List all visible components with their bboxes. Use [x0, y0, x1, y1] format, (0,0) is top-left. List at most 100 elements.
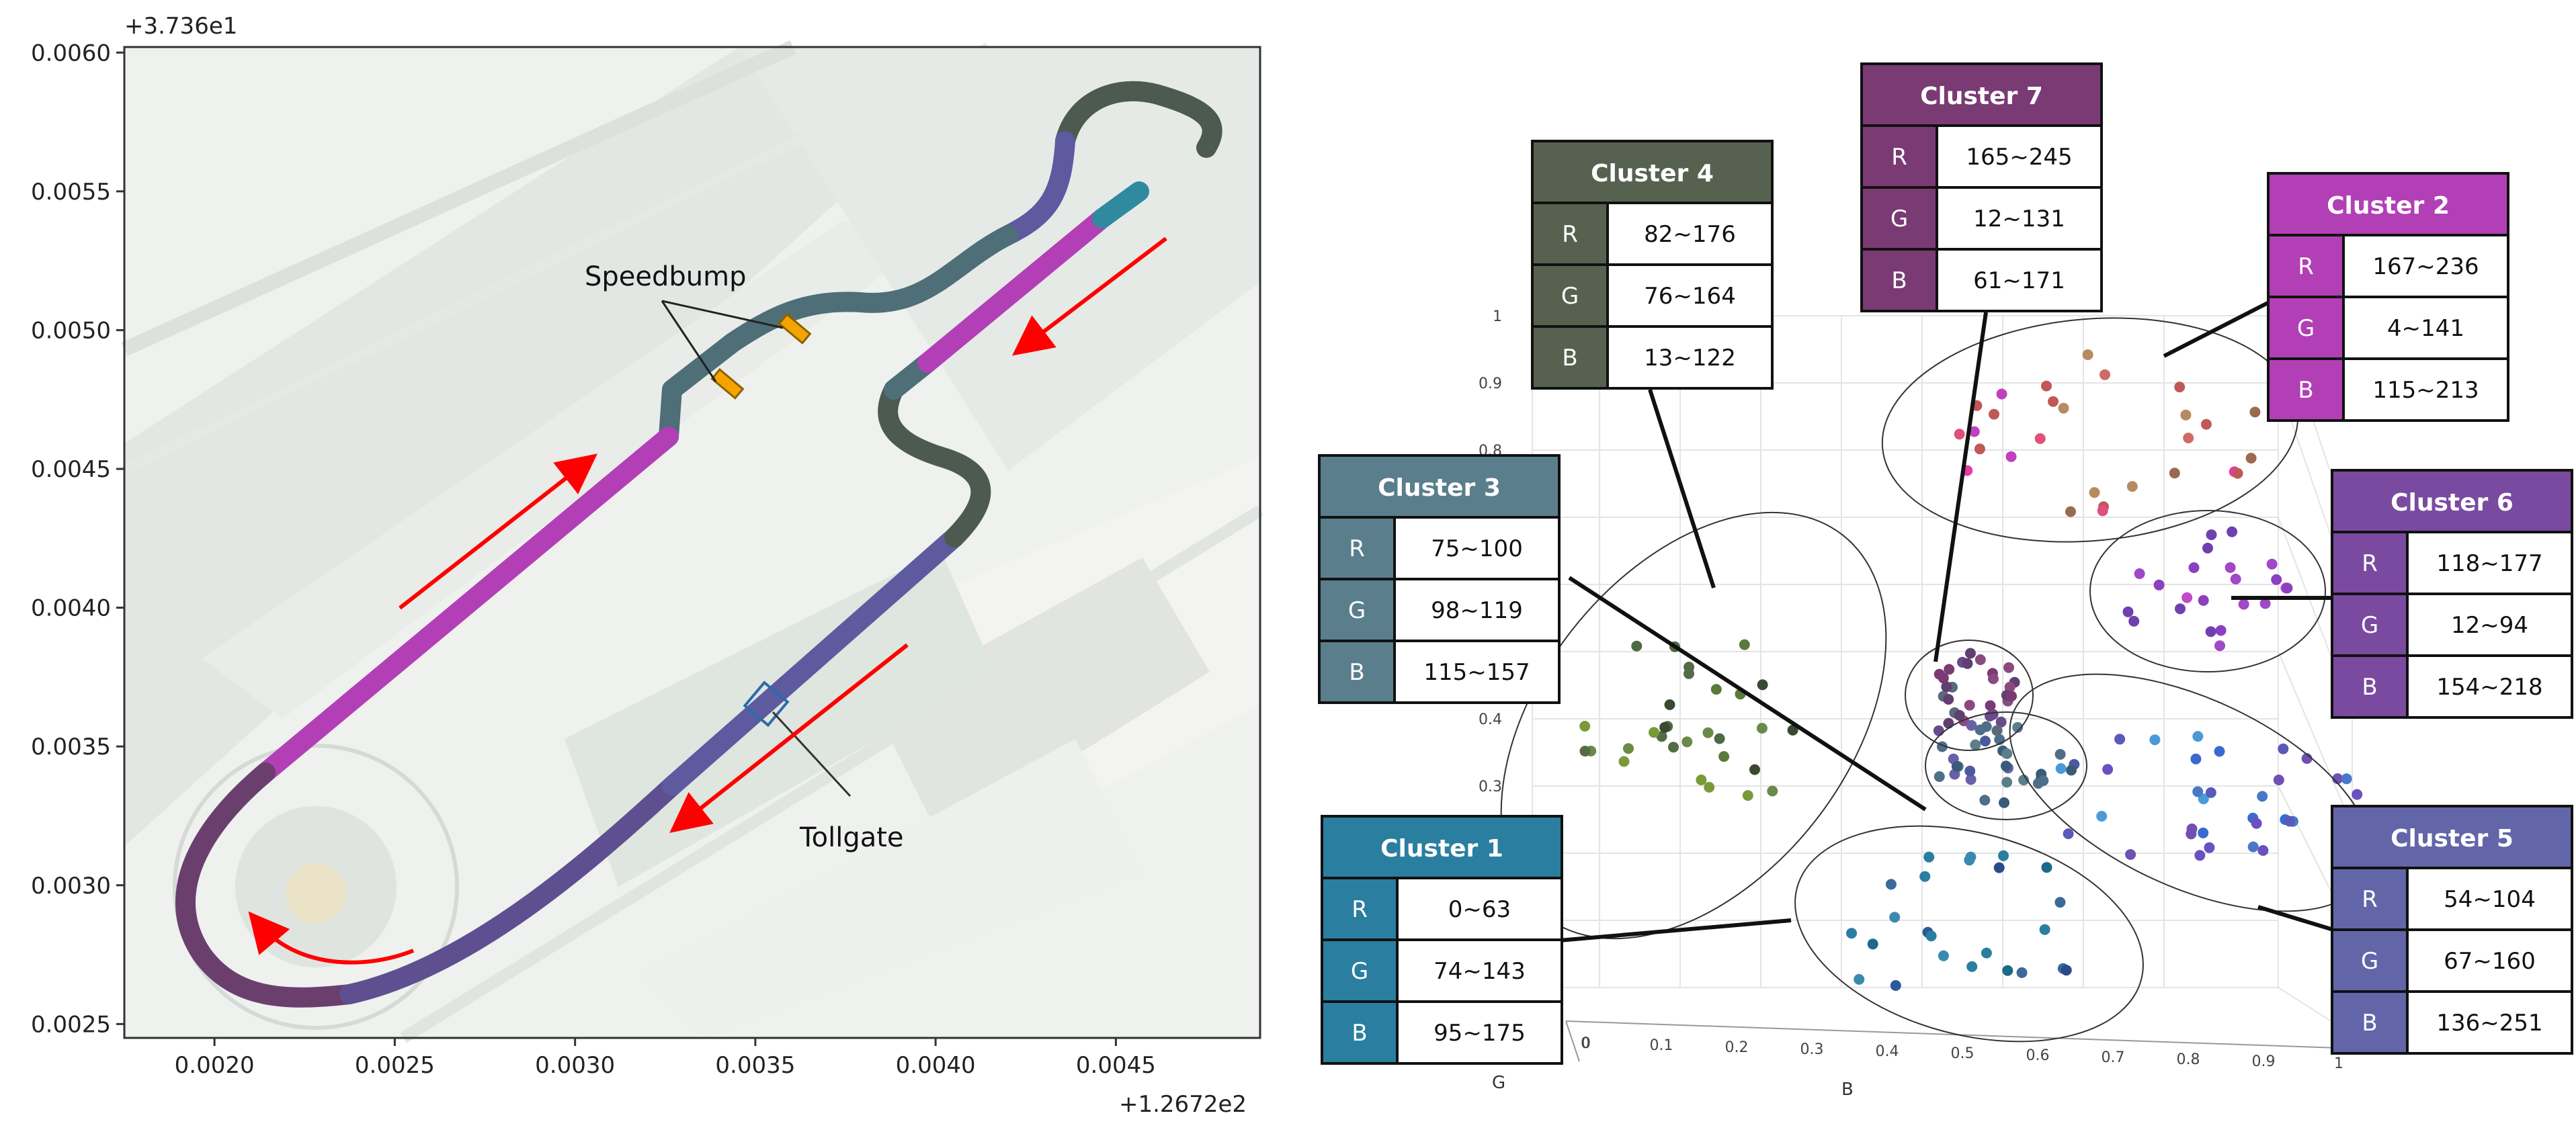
scatter-point	[1966, 719, 1977, 731]
scatter-point	[2183, 433, 2194, 443]
scatter-point	[1944, 664, 1955, 675]
scatter-point	[1987, 673, 1999, 685]
scatter-point	[1623, 743, 1634, 754]
scatter-point	[2058, 402, 2069, 414]
cluster-table-header	[2267, 172, 2509, 236]
x-offset-label: +1.2672e2	[1119, 1091, 1247, 1118]
x-tick-label: 0.0040	[896, 1052, 976, 1079]
scatter-point	[1867, 938, 1878, 950]
channel-range: 75~100	[1431, 535, 1523, 562]
range-cell	[1606, 202, 1774, 266]
g-tick-label: 1	[1493, 308, 1502, 325]
channel-range: 82~176	[1644, 221, 1736, 248]
channel-label: G	[2361, 948, 2378, 975]
scatter-point	[2006, 691, 2017, 702]
ellipse-cluster-3	[1905, 640, 2034, 751]
channel-label: R	[1562, 221, 1578, 248]
left-plot-axes: 0.0020 0.0025 0.0030 0.0035 0.0040 0.0045 0.00…	[31, 40, 1156, 1079]
track-segment-indigo-diag	[662, 527, 964, 796]
b-tick-label: 0.1	[1650, 1037, 1673, 1054]
scatter-point	[2190, 753, 2202, 764]
channel-label-cell	[1860, 124, 1938, 189]
channel-label: B	[2362, 1010, 2377, 1037]
range-cell	[2342, 234, 2509, 298]
scatter-point	[1964, 648, 1976, 659]
cluster-name: Cluster 1	[1380, 835, 1503, 863]
cluster-table-header	[2331, 469, 2573, 533]
scatter-point	[2102, 764, 2114, 775]
cluster-table-3: Cluster 3 R 75~100 G 98~119 B 115~157	[1318, 454, 1561, 704]
scatter-point	[2198, 793, 2209, 805]
range-cell	[1606, 325, 1774, 390]
y-tick-label: 0.0040	[31, 595, 111, 622]
rgb-scatter-points	[1579, 349, 2363, 991]
scatter-point	[2188, 562, 2200, 573]
x-tick-label: 0.0045	[1076, 1052, 1156, 1079]
scatter-point	[2186, 828, 2197, 840]
range-cell	[1936, 248, 2103, 312]
scatter-point	[2266, 558, 2278, 570]
y-offset-label: +3.736e1	[124, 13, 237, 40]
scatter-point	[2174, 382, 2186, 393]
scatter-point	[2257, 791, 2268, 802]
scatter-point	[1702, 727, 1714, 738]
scatter-point	[1710, 684, 1722, 695]
scatter-point	[1933, 725, 1944, 736]
scatter-point	[2245, 453, 2257, 464]
scatter-point	[2089, 487, 2100, 498]
b-tick-label: 0.8	[2177, 1051, 2200, 1068]
scatter-point	[2271, 574, 2282, 585]
scatter-point	[2128, 615, 2140, 627]
ellipse-cluster-1	[1794, 825, 2144, 1043]
leader-cluster-1	[1559, 918, 1792, 943]
scatter-point	[2169, 468, 2180, 479]
channel-label: G	[1351, 958, 1368, 985]
scatter-point	[2063, 828, 2074, 840]
channel-range: 165~245	[1966, 144, 2072, 171]
ellipse-cluster-6	[2089, 510, 2326, 672]
ellipse-cluster-7	[1881, 317, 2299, 543]
g-tick-label: 0.9	[1479, 376, 1502, 392]
scatter-point	[2251, 818, 2262, 829]
cluster-table-5: Cluster 5 R 54~104 G 67~160 B 136~251	[2331, 805, 2573, 1055]
scatter-point	[2215, 625, 2227, 636]
scatter-point	[1756, 723, 1768, 734]
channel-range: 115~213	[2372, 377, 2479, 404]
scatter-point	[1965, 774, 1977, 785]
x-tick-label: 0.0030	[535, 1052, 615, 1079]
g-tick-label: 0.3	[1479, 779, 1502, 795]
scatter-point	[2273, 775, 2284, 785]
channel-range: 76~164	[1644, 283, 1736, 310]
cluster-table-6: Cluster 6 R 118~177 G 12~94 B 154~218	[2331, 469, 2573, 719]
scatter-point	[1966, 961, 1978, 972]
scatter-point	[1985, 700, 1996, 711]
scatter-point	[2153, 579, 2165, 590]
leader-lines	[1559, 299, 2336, 943]
scatter-point	[2230, 574, 2241, 584]
scatter-point	[1954, 709, 1965, 721]
scatter-point	[1962, 658, 1973, 669]
channel-label: R	[2362, 886, 2378, 913]
scatter-point	[1964, 765, 1976, 777]
track-segment-indigo-bottom	[339, 776, 682, 1004]
channel-label: G	[2297, 315, 2315, 342]
scatter-point	[2016, 967, 2028, 978]
scatter-point	[1941, 681, 1952, 693]
scatter-point	[1714, 733, 1725, 744]
b-tick-label: 0.5	[1951, 1045, 1975, 1062]
channel-range: 98~119	[1431, 597, 1523, 624]
range-cell	[2406, 654, 2573, 719]
scatter-point	[1981, 947, 1992, 959]
scatter-point	[2002, 965, 2013, 976]
track-map-panel: +3.736e1 +1.2672e2	[0, 0, 1277, 1135]
scatter-point	[2005, 451, 2017, 462]
b-tick-label: 0	[1581, 1035, 1591, 1052]
ellipse-cluster-3-inner	[1925, 711, 2087, 820]
cluster-ellipses	[1500, 317, 2373, 1043]
cluster-name: Cluster 6	[2391, 489, 2513, 517]
channel-label-cell	[2267, 357, 2345, 422]
scatter-point	[1943, 717, 1954, 729]
scatter-point	[2194, 850, 2206, 861]
channel-range: 13~122	[1644, 345, 1736, 371]
scatter-point	[1993, 862, 2005, 873]
